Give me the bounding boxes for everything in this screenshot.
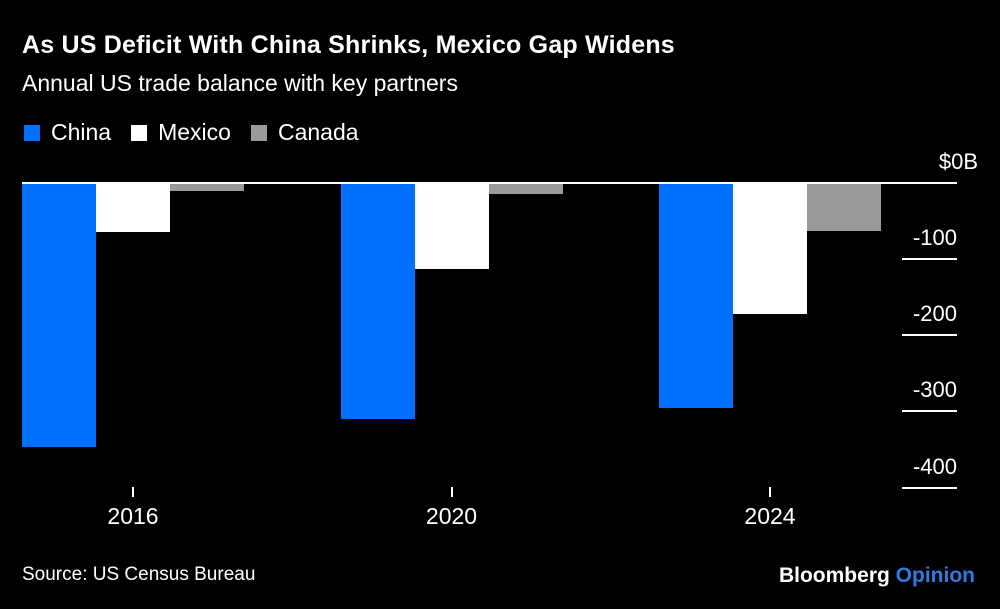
bloomberg-opinion-logo: Bloomberg Opinion [779,564,975,588]
bar-mexico-2020 [414,183,489,269]
x-tick-label-2020: 2020 [425,503,478,529]
legend-swatch-china-icon [24,124,40,141]
legend: China Mexico Canada [24,119,359,146]
bar-mexico-2016 [96,183,170,232]
y-tick-line--100 [902,258,957,260]
y-tick-label--400: -400 [912,454,957,479]
legend-item-mexico: Mexico [131,119,231,146]
y-tick-label--200: -200 [912,301,957,326]
x-tick-2016 [132,487,134,497]
bar-canada-2020 [488,183,563,194]
source-note: Source: US Census Bureau [22,564,256,585]
x-tick-2024 [769,487,771,497]
legend-label-china: China [51,119,112,145]
legend-swatch-canada-icon [250,124,267,141]
brand-opinion: Opinion [895,564,975,587]
zero-baseline [22,182,957,184]
y-tick-label--300: -300 [912,377,957,402]
chart-subtitle: Annual US trade balance with key partner… [22,70,458,96]
legend-label-mexico: Mexico [158,119,231,145]
bar-canada-2024 [807,183,881,231]
brand-bloomberg: Bloomberg [778,564,890,587]
legend-item-china: China [24,119,111,146]
legend-label-canada: Canada [277,119,359,145]
x-tick-label-2016: 2016 [107,503,159,529]
bar-mexico-2024 [733,183,807,314]
legend-swatch-mexico-icon [131,124,148,141]
bar-china-2020 [340,183,415,419]
y-tick-line--300 [902,410,957,412]
legend-item-canada: Canada [250,119,359,146]
bar-canada-2016 [170,183,244,191]
y-tick-label--100: -100 [912,225,957,250]
chart-title: As US Deficit With China Shrinks, Mexico… [22,31,675,59]
bar-china-2016 [22,183,96,447]
x-tick-label-2024: 2024 [744,503,796,529]
x-tick-2020 [450,487,453,497]
y-tick-line--200 [902,334,957,336]
y-tick-label-$0B: $0B [938,149,978,174]
bar-china-2024 [659,183,733,408]
y-tick-line--400 [902,487,957,489]
